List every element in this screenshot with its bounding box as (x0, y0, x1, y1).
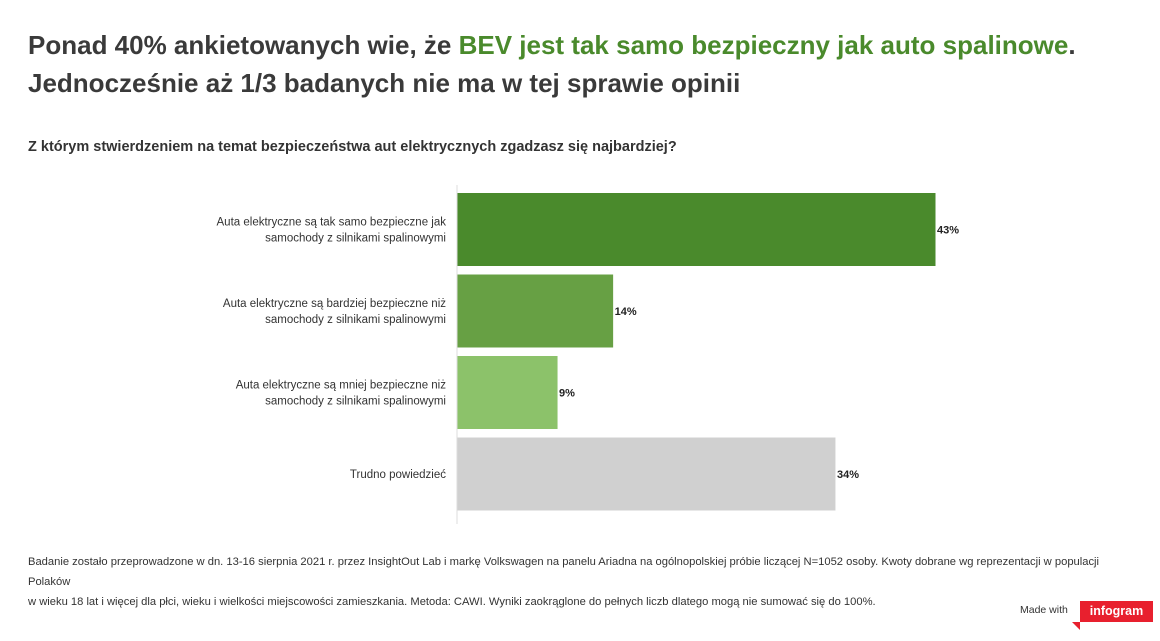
title-text: Ponad 40% ankietowanych wie, że (28, 30, 459, 60)
infogram-logo[interactable]: infogram (1072, 601, 1153, 630)
category-label-line: samochody z silnikami spalinowymi (265, 396, 446, 408)
value-label-3: 34% (837, 469, 859, 481)
survey-question: Z którym stwierdzeniem na temat bezpiecz… (28, 139, 677, 155)
footnote-line-1: Badanie zostało przeprowadzone w dn. 13-… (28, 556, 1100, 588)
bar-1 (457, 274, 614, 348)
footnote-line-2: w wieku 18 lat i więcej dla płci, wieku … (28, 596, 876, 608)
bar-chart: 43% Auta elektryczne są tak samo bezpiecz… (217, 185, 959, 524)
value-label-0: 43% (937, 225, 959, 237)
footnote: Badanie zostało przeprowadzone w dn. 13-… (28, 552, 1138, 612)
category-label-1: Auta elektryczne są bardziej bezpieczne … (223, 298, 446, 326)
value-label-1: 14% (615, 306, 637, 318)
bar-3 (457, 437, 836, 511)
title-line-1: Ponad 40% ankietowanych wie, że BEV jest… (28, 26, 1128, 64)
title-period: . (1068, 30, 1076, 60)
category-label-line: Auta elektryczne są bardziej bezpieczne … (223, 298, 446, 310)
category-label-line: samochody z silnikami spalinowymi (265, 314, 446, 326)
title-line-2: Jednocześnie aż 1/3 badanych nie ma w te… (28, 68, 741, 98)
category-label-2: Auta elektryczne są mniej bezpieczne niż… (236, 380, 447, 408)
category-label-0: Auta elektryczne są tak samo bezpieczne … (217, 217, 447, 245)
category-label-line: Trudno powiedzieć (350, 469, 446, 481)
category-label-3: Trudno powiedzieć (350, 469, 446, 481)
made-with-label: Made with (1020, 604, 1068, 616)
chart-title: Ponad 40% ankietowanych wie, że BEV jest… (28, 26, 1128, 102)
title-accent: BEV jest tak samo bezpieczny jak auto sp… (458, 30, 1069, 60)
bar-2 (457, 356, 558, 429)
category-label-line: Auta elektryczne są tak samo bezpieczne … (217, 217, 447, 229)
category-label-line: samochody z silnikami spalinowymi (265, 233, 446, 245)
category-label-line: Auta elektryczne są mniej bezpieczne niż (236, 380, 447, 392)
bar-0 (457, 193, 936, 266)
value-label-2: 9% (559, 388, 575, 400)
